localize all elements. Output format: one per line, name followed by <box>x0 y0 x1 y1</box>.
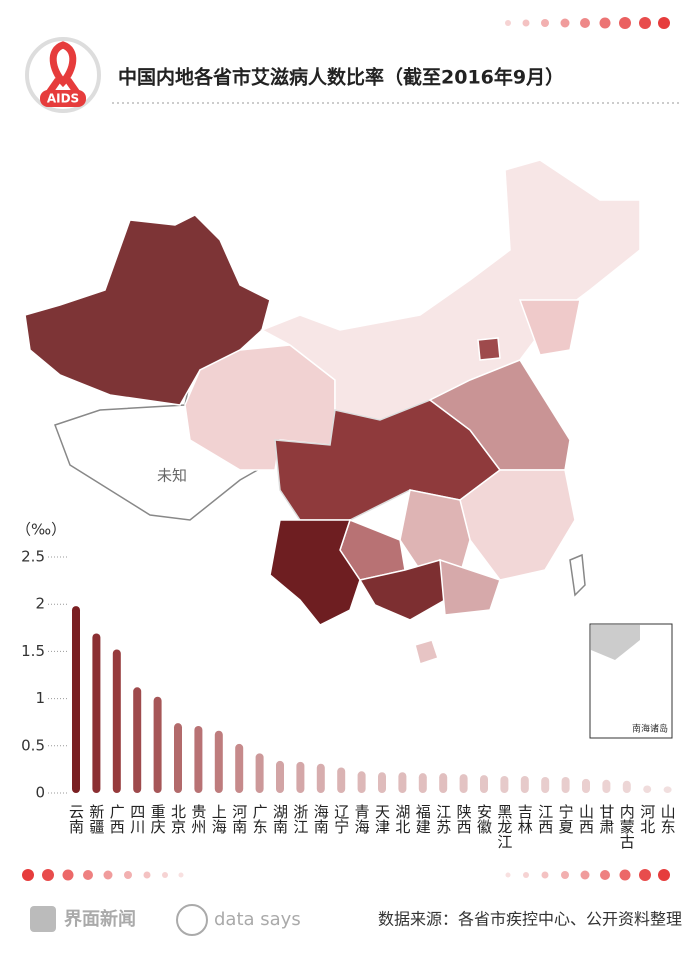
logo-text: AIDS <box>47 92 79 106</box>
bar <box>92 633 101 793</box>
y-tick-label: 0.5 <box>21 736 45 754</box>
x-tick-label: 河南 <box>230 804 248 834</box>
brand-icon <box>30 906 56 932</box>
x-tick-label: 广西 <box>108 804 126 834</box>
y-tick-label: 1 <box>35 689 45 707</box>
y-tick-label: 0 <box>35 784 45 802</box>
y-tick-label: 1.5 <box>21 642 45 660</box>
x-tick-label: 天津 <box>373 804 391 834</box>
logo-ring <box>25 37 101 113</box>
x-tick-label: 云南 <box>67 804 85 834</box>
x-tick-label: 甘肃 <box>597 804 615 834</box>
map <box>24 159 641 665</box>
x-tick-label: 陕西 <box>455 804 473 834</box>
x-tick-label: 贵州 <box>189 804 207 834</box>
x-tick-label: 福建 <box>414 804 432 834</box>
footer-dots <box>22 869 670 881</box>
y-axis-label: （‰） <box>16 521 66 539</box>
brand2-icon <box>176 904 208 936</box>
x-tick-label: 宁夏 <box>557 804 575 834</box>
bar <box>459 774 468 793</box>
bar <box>112 649 121 793</box>
bar <box>235 743 244 793</box>
x-tick-label: 四川 <box>128 804 146 834</box>
x-tick-label: 重庆 <box>149 804 167 834</box>
bar <box>276 760 284 793</box>
logo-badge <box>40 90 86 107</box>
bar <box>622 780 631 793</box>
x-tick-label: 山西 <box>577 804 595 834</box>
bar <box>561 776 570 793</box>
brand: 界面新闻 <box>64 908 136 930</box>
x-tick-label: 海南 <box>312 804 330 834</box>
bar <box>520 776 529 793</box>
x-tick-label: 上海 <box>210 804 228 834</box>
x-tick-label: 山东 <box>659 804 677 834</box>
x-tick-label: 广东 <box>251 804 269 834</box>
x-tick-label: 河北 <box>638 804 656 834</box>
bar <box>439 773 448 793</box>
bar <box>174 723 182 793</box>
bar <box>541 776 550 793</box>
bar <box>643 785 652 793</box>
bar <box>194 725 203 793</box>
map-unknown-label: 未知 <box>157 467 187 485</box>
x-tick-label: 湖南 <box>271 804 289 834</box>
x-tick-label: 辽宁 <box>332 804 350 834</box>
source: 数据来源：各省市疾控中心、公开资料整理 <box>378 910 682 929</box>
bar <box>357 771 366 793</box>
bar <box>214 730 223 793</box>
x-tick-label: 湖北 <box>393 804 411 834</box>
x-tick-label: 吉林 <box>516 804 534 834</box>
bar <box>255 753 264 793</box>
x-tick-label: 江西 <box>536 804 554 834</box>
bar <box>296 761 305 793</box>
x-tick-label: 黑龙江 <box>495 804 513 849</box>
bar <box>480 775 488 793</box>
bar <box>582 778 590 793</box>
bar <box>378 772 386 793</box>
bar <box>663 786 672 793</box>
inset-label: 南海诸岛 <box>632 723 668 735</box>
x-tick-label: 浙江 <box>291 804 309 834</box>
x-tick-label: 江苏 <box>434 804 452 835</box>
x-tick-label: 北京 <box>169 804 187 835</box>
y-tick-label: 2.5 <box>21 548 45 566</box>
bar <box>398 772 407 793</box>
bar <box>153 696 162 793</box>
x-tick-label: 新疆 <box>87 804 105 834</box>
inset-land <box>591 625 640 660</box>
brand2: data says <box>214 909 301 930</box>
bar <box>133 687 142 793</box>
header-dots <box>505 17 670 29</box>
bar <box>500 776 509 793</box>
bar <box>72 606 80 793</box>
x-tick-label: 内蒙古 <box>618 804 636 849</box>
chart-title: 中国内地各省市艾滋病人数比率（截至2016年9月） <box>118 66 564 89</box>
bar <box>316 763 325 793</box>
bar <box>418 773 427 793</box>
y-tick-label: 2 <box>35 595 45 613</box>
x-tick-label: 安徽 <box>475 804 493 834</box>
bar <box>337 767 346 793</box>
bar <box>602 779 611 793</box>
x-tick-label: 青海 <box>353 804 371 834</box>
